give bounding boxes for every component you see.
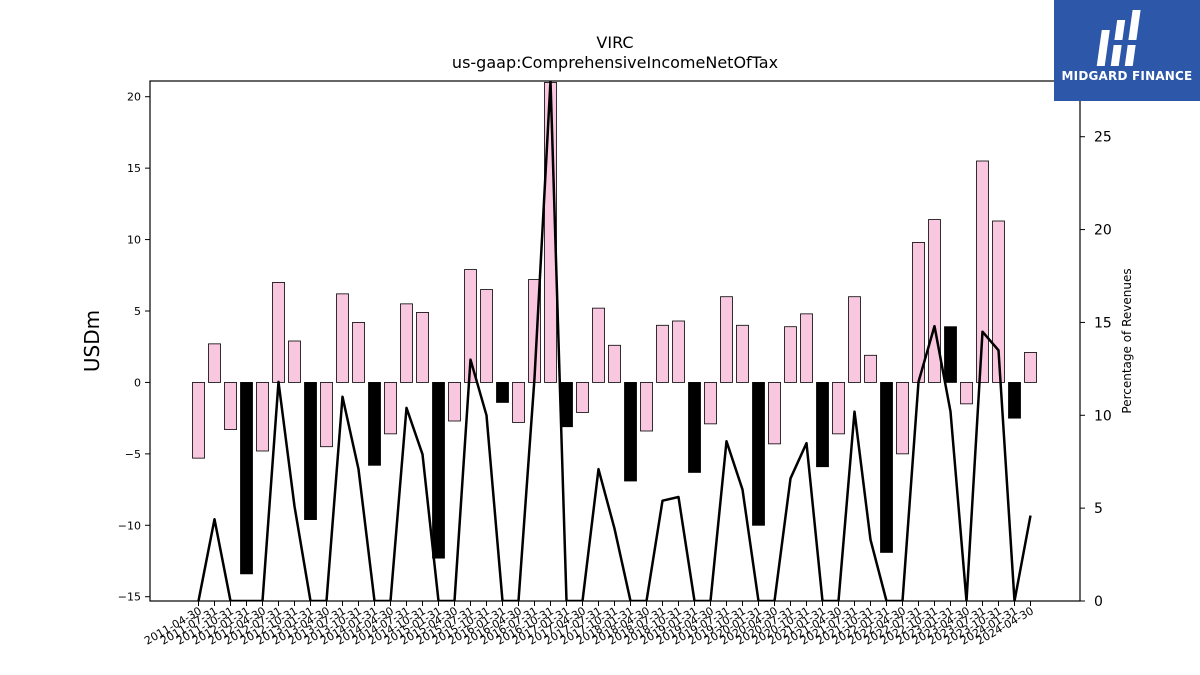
bar-2023-10-31	[992, 220, 1005, 383]
bar-2020-07-31	[784, 326, 797, 383]
bar-2012-10-31	[288, 340, 301, 383]
bar-2024-04-30	[1024, 352, 1037, 383]
bar-2022-01-31	[880, 382, 893, 553]
bar-2016-04-30	[512, 382, 525, 423]
bar-2014-04-30	[384, 382, 397, 435]
bar-2021-07-31	[848, 296, 861, 383]
y-axis-label: USDm	[80, 310, 104, 372]
bar-2015-07-31	[464, 269, 477, 383]
y-tick-label-10: 10	[127, 234, 141, 247]
y-tick-label--10: −10	[118, 519, 141, 532]
bar-2014-10-31	[416, 312, 429, 383]
bar-2017-07-31	[592, 307, 605, 383]
bar-2015-10-31	[480, 289, 493, 383]
bar-2011-07-31	[208, 343, 221, 383]
bar-2017-01-31	[560, 382, 573, 428]
y-tick-label-15: 15	[127, 162, 141, 175]
bar-2020-10-31	[800, 313, 813, 383]
bar-2019-10-31	[736, 324, 749, 383]
chart-subtitle: us-gaap:ComprehensiveIncomeNetOfTax	[451, 53, 779, 72]
bar-2024-01-31	[1008, 382, 1021, 419]
bar-2012-04-30	[256, 382, 269, 452]
bar-2019-07-31	[720, 296, 733, 383]
bar-2013-10-31	[352, 322, 365, 383]
bar-2019-01-31	[688, 382, 701, 473]
bar-2011-04-30	[192, 382, 205, 459]
bar-2023-07-31	[976, 160, 989, 383]
bar-2022-07-31	[912, 242, 925, 383]
bar-2022-04-30	[896, 382, 909, 455]
y2-tick-label-25: 25	[1094, 130, 1112, 146]
midgard-logo-icon	[1096, 10, 1146, 66]
bar-2012-07-31	[272, 282, 285, 383]
bar-2023-04-30	[960, 382, 973, 405]
bar-2021-04-30	[832, 382, 845, 435]
bar-2022-10-31	[928, 219, 941, 383]
logo-text: MIDGARD FINANCE	[1061, 69, 1193, 83]
bar-2015-01-31	[432, 382, 445, 559]
y-tick-label--5: −5	[125, 448, 141, 461]
chart-title: VIRC	[596, 33, 634, 52]
bar-2018-01-31	[624, 382, 637, 482]
y-tick-label-20: 20	[127, 91, 141, 104]
bar-2015-04-30	[448, 382, 461, 422]
bar-2020-01-31	[752, 382, 765, 526]
bar-2012-01-31	[240, 382, 253, 575]
bar-2018-04-30	[640, 382, 653, 432]
y-tick-label-0: 0	[134, 376, 141, 389]
y-tick-label--15: −15	[118, 591, 141, 604]
y2-tick-label-15: 15	[1094, 315, 1112, 331]
bar-2014-01-31	[368, 382, 381, 466]
y-tick-label-5: 5	[134, 305, 141, 318]
y2-tick-label-0: 0	[1094, 594, 1103, 610]
bar-2013-01-31	[304, 382, 317, 520]
bar-2018-07-31	[656, 324, 669, 383]
bar-2019-04-30	[704, 382, 717, 425]
y2-tick-label-5: 5	[1094, 501, 1103, 517]
bar-2021-10-31	[864, 354, 877, 383]
bar-2013-04-30	[320, 382, 333, 448]
bar-2017-04-30	[576, 382, 589, 413]
bar-2013-07-31	[336, 293, 349, 383]
midgard-finance-logo: MIDGARD FINANCE	[1054, 0, 1200, 101]
bar-2016-01-31	[496, 382, 509, 403]
y2-axis-label: Percentage of Revenues	[1120, 268, 1134, 413]
bar-2020-04-30	[768, 382, 781, 445]
y2-tick-label-10: 10	[1094, 408, 1112, 424]
bar-2018-10-31	[672, 320, 685, 383]
percentage-line	[197, 81, 1032, 601]
bar-2023-01-31	[944, 326, 957, 383]
bar-2017-10-31	[608, 344, 621, 383]
y2-tick-label-20: 20	[1094, 223, 1112, 239]
bar-2014-07-31	[400, 303, 413, 383]
bar-2011-10-31	[224, 382, 237, 430]
bar-2021-01-31	[816, 382, 829, 468]
